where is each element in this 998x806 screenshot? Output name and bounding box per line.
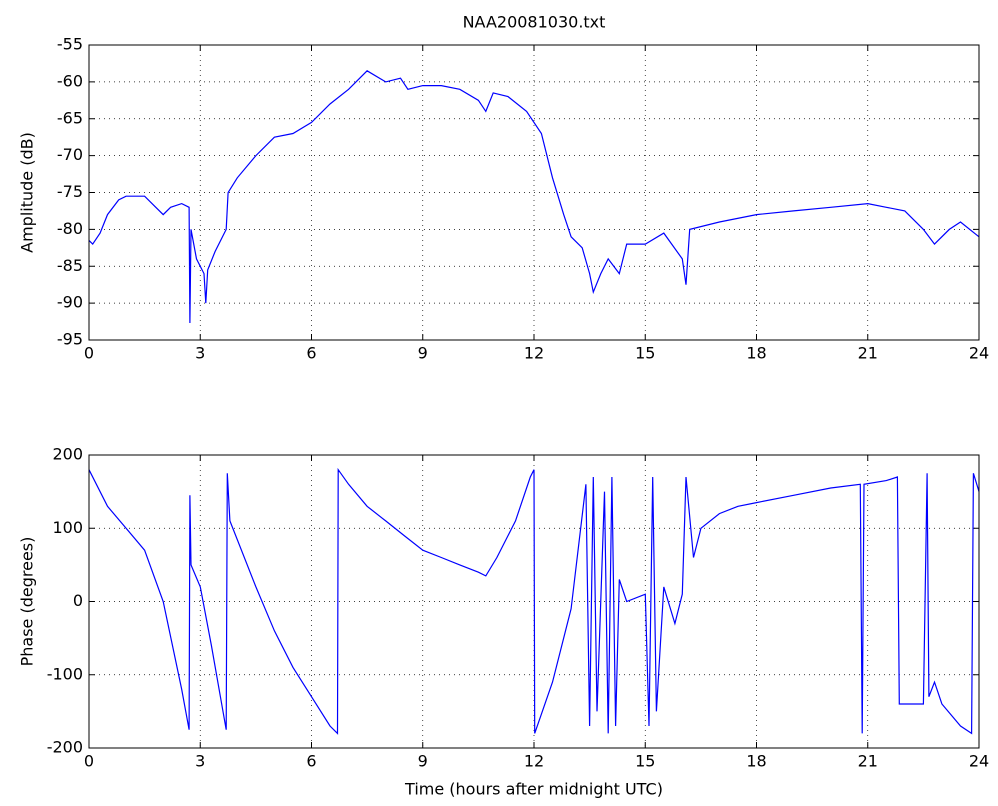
y-tick-label: -75 xyxy=(57,182,83,201)
data-line xyxy=(88,467,980,735)
y-axis-label: Phase (degrees) xyxy=(18,537,37,667)
x-tick-label: 9 xyxy=(418,752,428,771)
y-tick-label: -95 xyxy=(57,330,83,349)
x-tick-label: 12 xyxy=(524,344,544,363)
y-tick-label: -55 xyxy=(57,35,83,54)
y-tick-label: -70 xyxy=(57,145,83,164)
x-tick-label: 9 xyxy=(418,344,428,363)
y-tick-label: -90 xyxy=(57,293,83,312)
axes-box xyxy=(88,44,980,341)
x-tick-label: 21 xyxy=(858,752,878,771)
x-tick-label: 15 xyxy=(635,344,655,363)
y-tick-label: -80 xyxy=(57,219,83,238)
data-line xyxy=(88,70,980,324)
x-tick-label: 12 xyxy=(524,752,544,771)
x-tick-label: 6 xyxy=(306,752,316,771)
x-tick-label: 21 xyxy=(858,344,878,363)
y-tick-label: 0 xyxy=(73,591,83,610)
x-tick-label: 3 xyxy=(195,344,205,363)
y-tick-label: 200 xyxy=(52,445,83,464)
y-tick-label: -100 xyxy=(47,664,83,683)
axes-box xyxy=(88,454,980,749)
x-axis-label: Time (hours after midnight UTC) xyxy=(404,780,663,799)
chart-title: NAA20081030.txt xyxy=(463,13,606,32)
x-tick-label: 24 xyxy=(969,344,989,363)
x-tick-label: 3 xyxy=(195,752,205,771)
y-tick-label: 100 xyxy=(52,518,83,537)
x-tick-label: 0 xyxy=(84,344,94,363)
y-tick-label: -60 xyxy=(57,71,83,90)
y-tick-label: -65 xyxy=(57,108,83,127)
x-tick-label: 0 xyxy=(84,752,94,771)
y-tick-label: -200 xyxy=(47,738,83,757)
y-tick-label: -85 xyxy=(57,256,83,275)
y-axis-label: Amplitude (dB) xyxy=(18,132,37,253)
x-tick-label: 15 xyxy=(635,752,655,771)
x-tick-label: 6 xyxy=(306,344,316,363)
x-tick-label: 24 xyxy=(969,752,989,771)
x-tick-label: 18 xyxy=(746,752,766,771)
x-tick-label: 18 xyxy=(746,344,766,363)
